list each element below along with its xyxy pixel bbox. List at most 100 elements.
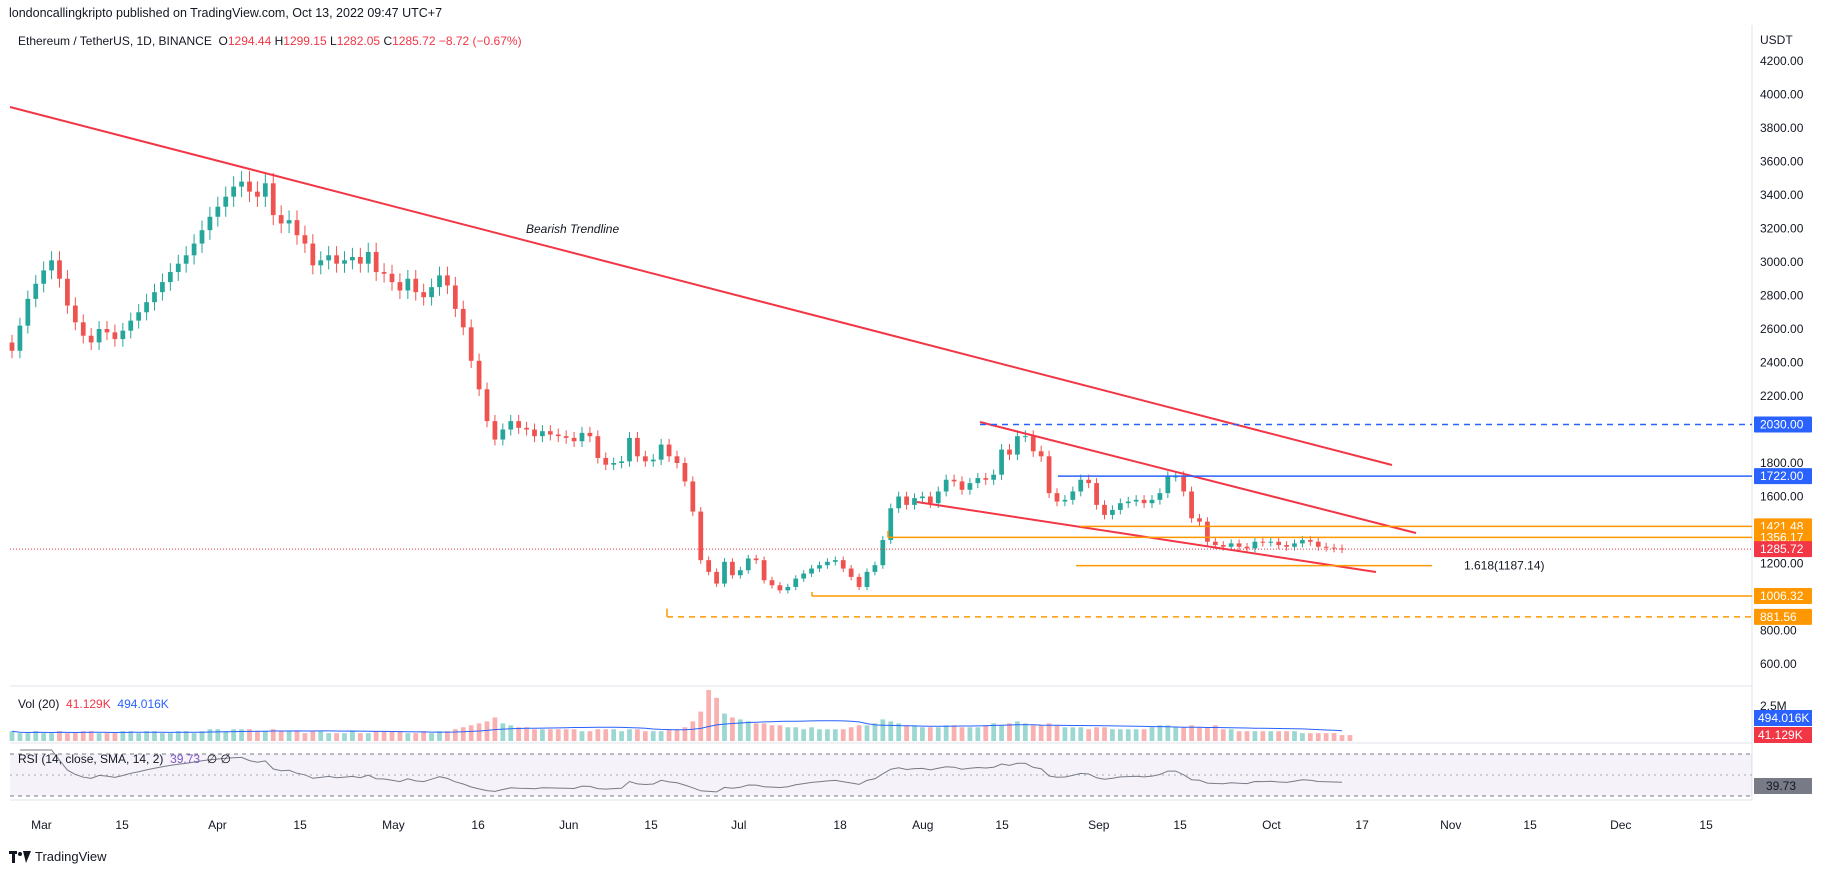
candle-body xyxy=(943,479,949,492)
rsi-badge xyxy=(1754,778,1812,794)
candle-body xyxy=(722,561,727,584)
time-tick-label: 15 xyxy=(644,818,658,832)
volume-legend: Vol (20) 41.129K 494.016K xyxy=(18,697,169,711)
volume-bar xyxy=(1260,731,1266,741)
candle-body xyxy=(587,432,593,437)
volume-bar xyxy=(1022,723,1028,741)
candle-body xyxy=(753,558,759,561)
candle-body xyxy=(278,215,284,224)
volume-bar xyxy=(1165,725,1171,741)
candle-body xyxy=(1300,540,1305,544)
candle-body xyxy=(1307,540,1313,542)
candle-body xyxy=(255,191,260,197)
rsi-badge-label: 39.73 xyxy=(1766,779,1796,793)
volume-bar xyxy=(167,733,173,741)
volume-bar xyxy=(112,733,118,741)
volume-bar xyxy=(65,733,70,741)
candle-body xyxy=(785,586,791,591)
candle-body xyxy=(405,278,411,291)
candle-body xyxy=(160,282,165,293)
candle-body xyxy=(183,255,189,264)
volume-bar xyxy=(1110,729,1115,741)
volume-bar xyxy=(1102,727,1107,741)
price-badge-label: 1285.72 xyxy=(1760,542,1804,556)
candle-body xyxy=(365,251,371,264)
volume-bar xyxy=(682,727,688,741)
volume-bar xyxy=(730,717,735,741)
price-tick-label: 3600.00 xyxy=(1760,155,1804,169)
volume-bar xyxy=(777,725,783,741)
volume-bar xyxy=(524,727,529,741)
volume-bar xyxy=(563,729,569,741)
volume-bar xyxy=(848,727,854,741)
volume-bar xyxy=(1292,731,1297,741)
candle-body xyxy=(1292,543,1297,547)
volume-bar xyxy=(904,725,909,741)
rsi-value: 39.73 xyxy=(170,752,201,766)
volume-bar xyxy=(516,727,522,741)
volume-bar xyxy=(104,733,110,741)
candle-body xyxy=(104,329,110,333)
volume-bar xyxy=(1339,735,1345,741)
volume-bar xyxy=(1062,727,1068,741)
candle-body xyxy=(690,481,696,512)
time-tick-label: Oct xyxy=(1262,818,1281,832)
candle-body xyxy=(991,474,997,480)
candle-body xyxy=(1149,499,1155,504)
price-badge-label: 881.56 xyxy=(1760,610,1797,624)
volume-bar xyxy=(183,731,189,741)
price-tick-label: 1600.00 xyxy=(1760,490,1804,504)
time-tick-label: 15 xyxy=(1173,818,1187,832)
volume-bar xyxy=(722,713,727,741)
candle-body xyxy=(223,196,229,207)
price-tick-label: 4000.00 xyxy=(1760,88,1804,102)
candle-body xyxy=(476,360,482,390)
volume-bar xyxy=(793,727,799,741)
volume-bar xyxy=(627,729,632,741)
volume-bar xyxy=(215,729,221,741)
candle-body xyxy=(1260,541,1266,543)
price-tick-label: 2200.00 xyxy=(1760,389,1804,403)
candle-body xyxy=(563,436,569,438)
candle-body xyxy=(445,275,450,286)
volume-bar xyxy=(342,733,347,741)
candle-body xyxy=(350,256,355,261)
price-tick-label: 600.00 xyxy=(1760,657,1797,671)
candle-body xyxy=(318,260,324,266)
volume-bar xyxy=(872,723,878,741)
volume-ma-badge-label: 494.016K xyxy=(1758,711,1809,725)
price-tick-label: 2400.00 xyxy=(1760,356,1804,370)
candle-body xyxy=(730,561,735,576)
volume-bar xyxy=(381,731,387,741)
volume-bar xyxy=(896,723,902,741)
candle-body xyxy=(413,278,419,293)
price-tick-label: 4200.00 xyxy=(1760,54,1804,68)
volume-bar xyxy=(350,731,355,741)
candle-body xyxy=(524,427,529,430)
candle-body xyxy=(1094,483,1099,505)
volume-bar xyxy=(832,729,838,741)
volume-bar xyxy=(912,725,917,741)
volume-bar xyxy=(508,725,514,741)
price-badge xyxy=(1754,416,1812,433)
volume-bar xyxy=(72,733,78,741)
candle-body xyxy=(761,560,767,581)
volume-badge xyxy=(1754,727,1812,743)
candle-body xyxy=(904,496,909,505)
candle-body xyxy=(674,456,680,463)
volume-bar xyxy=(650,731,656,741)
candle-body xyxy=(239,181,244,187)
candle-body xyxy=(1133,499,1139,502)
open-value: 1294.44 xyxy=(227,34,272,48)
volume-bar xyxy=(25,733,31,741)
candle-body xyxy=(1070,491,1076,500)
time-tick-label: May xyxy=(382,818,405,832)
candle-body xyxy=(635,437,640,457)
volume-bar xyxy=(856,725,862,741)
volume-bar xyxy=(642,731,648,741)
volume-bar xyxy=(1189,725,1194,741)
candle-body xyxy=(152,292,157,303)
candle-body xyxy=(801,573,807,579)
volume-bar xyxy=(397,731,403,741)
